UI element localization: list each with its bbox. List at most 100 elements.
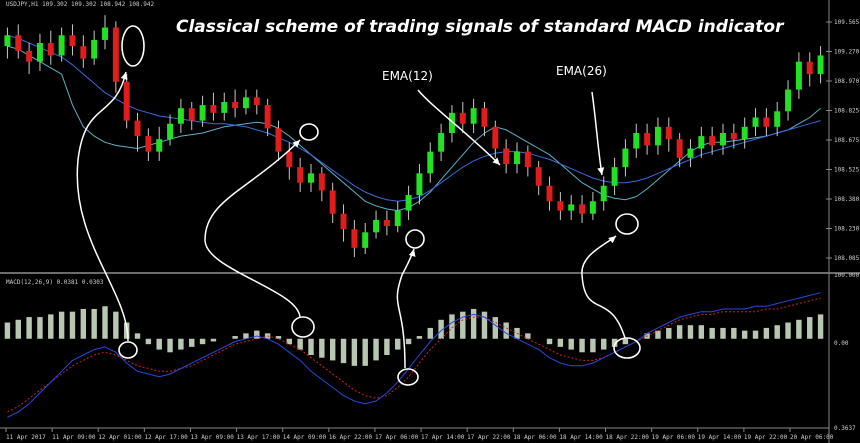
x-tick-label: 18 Apr 06:00 — [513, 434, 557, 441]
annotation-ema26: EMA(26) — [556, 64, 607, 78]
y-tick-label: 108.675 — [834, 137, 860, 144]
signal-circle-macd — [291, 316, 315, 338]
candle-body — [362, 232, 369, 248]
candle-body — [633, 133, 640, 149]
symbol-info: USDJPY,H1 109.302 109.302 108.942 108.94… — [6, 1, 154, 8]
candle-body — [535, 167, 542, 186]
y-tick-label: 108.525 — [834, 167, 860, 174]
x-tick-label: 16 Apr 22:00 — [329, 434, 373, 441]
candle-body — [557, 201, 564, 211]
candle-body — [188, 108, 195, 121]
y-tick-label: 108.380 — [834, 196, 860, 203]
candle-body — [394, 210, 401, 227]
candle-body — [622, 148, 629, 168]
x-tick-label: 19 Apr 06:00 — [652, 434, 696, 441]
candle-body — [579, 204, 586, 214]
candle-body — [817, 55, 824, 75]
candle-body — [308, 173, 314, 183]
arrowhead — [608, 236, 616, 244]
candle-body — [134, 120, 141, 137]
x-tick-label: 17 Apr 06:00 — [375, 434, 419, 441]
candle-body — [785, 89, 792, 112]
x-tick-label: 20 Apr 06:00 — [790, 434, 834, 441]
candle-body — [69, 35, 76, 47]
candle-body — [503, 148, 510, 165]
annotation-ema12: EMA(12) — [382, 69, 433, 83]
candle-body — [80, 46, 87, 59]
x-tick-label: 14 Apr 09:00 — [283, 434, 327, 441]
signal-arrows — [76, 25, 641, 386]
candle-body — [665, 126, 672, 140]
macd-label: MACD(12,26,9) 0.0381 0.0303 — [6, 279, 104, 286]
candle-body — [253, 97, 260, 106]
candle-body — [329, 190, 336, 214]
ema-line-ema12 — [7, 45, 821, 212]
candle-body — [524, 151, 531, 168]
candle-body — [286, 151, 293, 168]
candle-body — [112, 27, 119, 82]
candle-body — [242, 97, 249, 109]
candle-body — [795, 61, 802, 90]
x-tick-label: 12 Apr 01:00 — [98, 434, 142, 441]
chart-title: Classical scheme of trading signals of s… — [176, 17, 785, 37]
signal-circle-price — [299, 123, 319, 141]
candle-body — [611, 167, 618, 186]
candle-body — [763, 117, 770, 127]
x-tick-label: 11 Apr 2017 — [6, 434, 46, 441]
x-tick-label: 11 Apr 09:00 — [52, 434, 96, 441]
macd-main-line — [7, 292, 821, 418]
x-tick-label: 13 Apr 09:00 — [190, 434, 234, 441]
candle-body — [427, 151, 434, 174]
signal-arrow-3 — [396, 248, 415, 369]
candle-body — [156, 139, 163, 152]
arrowhead — [597, 167, 605, 175]
candle-body — [589, 201, 596, 214]
x-tick-label: 12 Apr 17:00 — [144, 434, 188, 441]
ema26-pointer — [591, 91, 603, 176]
y-tick-label: 109.270 — [834, 49, 860, 56]
candle-body — [470, 108, 477, 124]
candle-body — [416, 173, 423, 196]
candle-body — [47, 43, 54, 56]
y-tick-label: 108.970 — [834, 78, 860, 85]
signal-circle-price — [615, 213, 639, 235]
x-tick-label: 18 Apr 22:00 — [606, 434, 650, 441]
candle-body — [232, 101, 239, 109]
candle-body — [199, 105, 206, 121]
macd-tick-label: 0.3637 — [834, 425, 856, 432]
candle-body — [383, 219, 390, 227]
signal-arrow-4 — [581, 235, 626, 339]
macd-panel — [4, 292, 824, 418]
candle-body — [318, 173, 325, 191]
candle-body — [568, 204, 575, 211]
ema-line-ema26 — [7, 34, 821, 202]
x-tick-label: 13 Apr 17:00 — [237, 434, 281, 441]
y-tick-label: 109.565 — [834, 19, 860, 26]
macd-tick-label: 0.00 — [834, 340, 849, 347]
candle-body — [438, 133, 445, 152]
signal-arrow-1 — [76, 71, 129, 342]
y-tick-label: 108.825 — [834, 108, 860, 115]
candle-body — [177, 108, 184, 124]
candle-body — [676, 139, 683, 158]
macd-tick-label: 100.000 — [834, 272, 860, 279]
candle-body — [340, 213, 347, 230]
candle-body — [654, 126, 661, 146]
candle-body — [123, 81, 130, 121]
candle-body — [26, 50, 33, 62]
candle-body — [351, 229, 358, 248]
candle-body — [481, 108, 488, 127]
candle-body — [145, 136, 152, 152]
candle-body — [752, 117, 759, 127]
candle-body — [459, 112, 466, 124]
candle-body — [730, 133, 737, 140]
signal-circle-macd — [397, 368, 419, 386]
x-tick-label: 19 Apr 14:00 — [698, 434, 742, 441]
candle-body — [91, 39, 98, 59]
candle-body — [275, 128, 282, 152]
price-panel — [4, 15, 824, 258]
arrowhead — [292, 140, 300, 148]
candle-body — [15, 35, 22, 51]
